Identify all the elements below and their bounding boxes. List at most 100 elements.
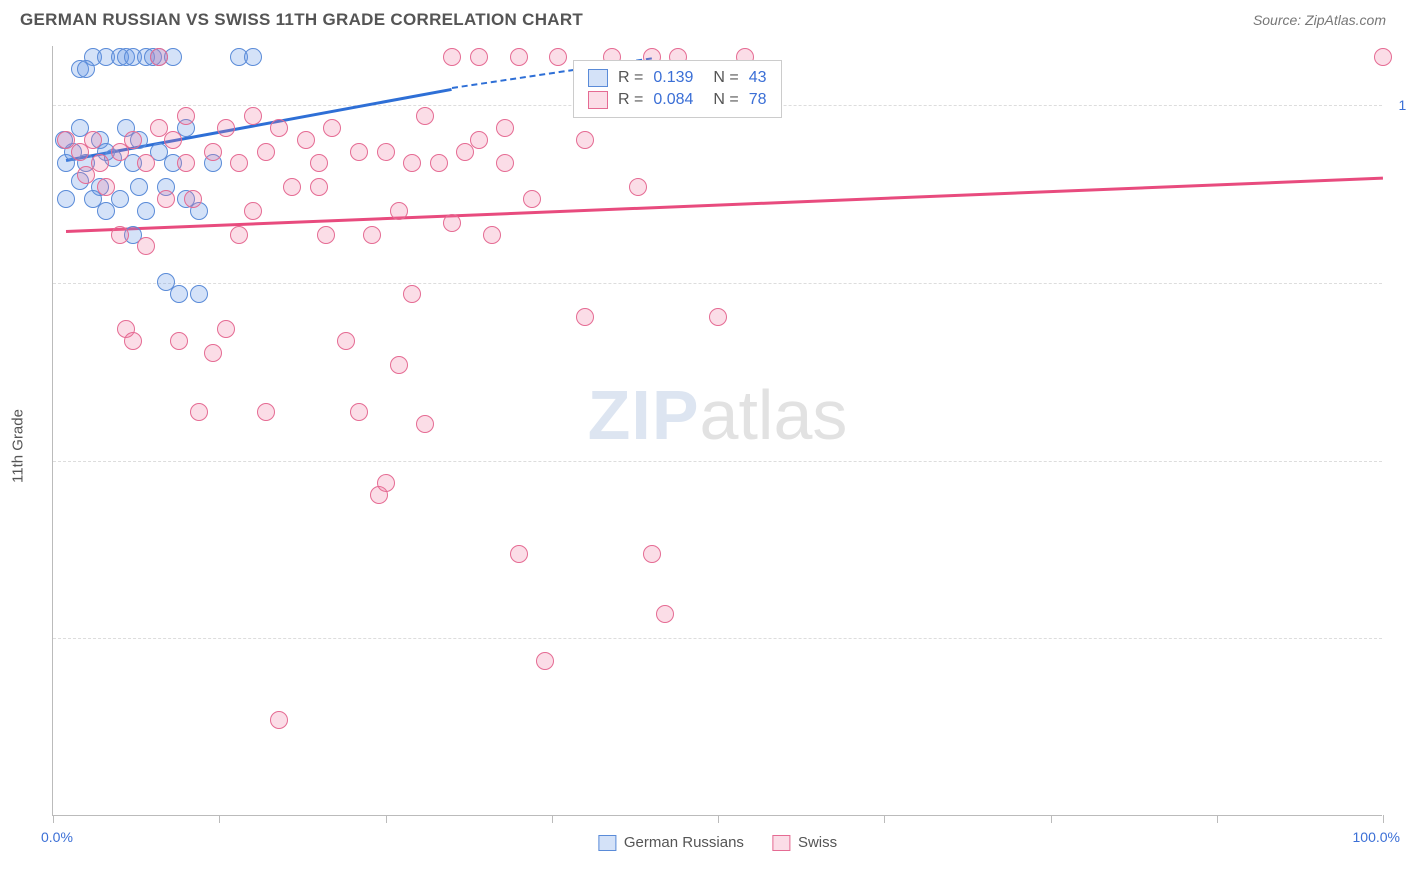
stats-r-label: R = bbox=[618, 69, 643, 87]
data-point bbox=[416, 107, 434, 125]
legend-label: German Russians bbox=[624, 834, 744, 851]
data-point bbox=[430, 154, 448, 172]
data-point bbox=[403, 154, 421, 172]
data-point bbox=[257, 403, 275, 421]
data-point bbox=[270, 119, 288, 137]
stats-r-label: R = bbox=[618, 91, 643, 109]
data-point bbox=[496, 154, 514, 172]
y-tick-label: 100.0% bbox=[1386, 97, 1406, 113]
data-point bbox=[403, 285, 421, 303]
data-point bbox=[656, 605, 674, 623]
data-point bbox=[57, 190, 75, 208]
data-point bbox=[317, 226, 335, 244]
legend: German RussiansSwiss bbox=[598, 834, 837, 851]
y-tick-label: 85.0% bbox=[1386, 275, 1406, 291]
data-point bbox=[470, 131, 488, 149]
x-tick bbox=[219, 815, 220, 823]
data-point bbox=[350, 403, 368, 421]
stats-row: R = 0.084 N = 78 bbox=[588, 89, 767, 111]
x-tick bbox=[718, 815, 719, 823]
data-point bbox=[230, 226, 248, 244]
data-point bbox=[184, 190, 202, 208]
data-point bbox=[470, 48, 488, 66]
data-point bbox=[390, 202, 408, 220]
gridline bbox=[53, 638, 1382, 639]
data-point bbox=[124, 131, 142, 149]
data-point bbox=[576, 131, 594, 149]
legend-item: German Russians bbox=[598, 834, 744, 851]
data-point bbox=[150, 48, 168, 66]
data-point bbox=[523, 190, 541, 208]
series-swatch bbox=[588, 91, 608, 109]
data-point bbox=[363, 226, 381, 244]
data-point bbox=[310, 154, 328, 172]
stats-r-value: 0.084 bbox=[653, 91, 693, 109]
data-point bbox=[377, 474, 395, 492]
data-point bbox=[536, 652, 554, 670]
data-point bbox=[496, 119, 514, 137]
stats-box: R =0.139N =43R =0.084N =78 bbox=[573, 60, 782, 118]
data-point bbox=[97, 202, 115, 220]
stats-n-label: N = bbox=[713, 91, 738, 109]
stats-row: R =0.139N =43 bbox=[588, 67, 767, 89]
data-point bbox=[244, 48, 262, 66]
data-point bbox=[643, 545, 661, 563]
watermark: ZIPatlas bbox=[588, 375, 848, 455]
data-point bbox=[111, 226, 129, 244]
data-point bbox=[130, 178, 148, 196]
stats-n-label: N = bbox=[713, 69, 738, 87]
y-tick-label: 70.0% bbox=[1386, 453, 1406, 469]
data-point bbox=[337, 332, 355, 350]
data-point bbox=[443, 48, 461, 66]
data-point bbox=[297, 131, 315, 149]
data-point bbox=[84, 131, 102, 149]
source-attribution: Source: ZipAtlas.com bbox=[1253, 12, 1386, 28]
x-tick bbox=[53, 815, 54, 823]
plot-area: ZIPatlas 55.0%70.0%85.0%100.0%0.0%100.0%… bbox=[52, 46, 1382, 816]
chart-container: 11th Grade ZIPatlas 55.0%70.0%85.0%100.0… bbox=[0, 36, 1406, 856]
data-point bbox=[390, 356, 408, 374]
data-point bbox=[310, 178, 328, 196]
data-point bbox=[377, 143, 395, 161]
data-point bbox=[576, 308, 594, 326]
data-point bbox=[483, 226, 501, 244]
x-tick bbox=[1051, 815, 1052, 823]
data-point bbox=[97, 178, 115, 196]
gridline bbox=[53, 283, 1382, 284]
data-point bbox=[350, 143, 368, 161]
data-point bbox=[177, 154, 195, 172]
data-point bbox=[217, 320, 235, 338]
data-point bbox=[244, 107, 262, 125]
x-tick bbox=[884, 815, 885, 823]
x-label-min: 0.0% bbox=[41, 829, 73, 845]
data-point bbox=[190, 285, 208, 303]
trend-line bbox=[66, 176, 1383, 232]
y-axis-title: 11th Grade bbox=[10, 409, 27, 483]
data-point bbox=[1374, 48, 1392, 66]
data-point bbox=[510, 48, 528, 66]
data-point bbox=[177, 107, 195, 125]
legend-swatch bbox=[772, 835, 790, 851]
y-tick-label: 55.0% bbox=[1386, 630, 1406, 646]
data-point bbox=[91, 154, 109, 172]
data-point bbox=[510, 545, 528, 563]
x-tick bbox=[386, 815, 387, 823]
data-point bbox=[629, 178, 647, 196]
data-point bbox=[217, 119, 235, 137]
x-label-max: 100.0% bbox=[1353, 829, 1400, 845]
series-swatch bbox=[588, 69, 608, 87]
stats-n-value: 78 bbox=[749, 91, 767, 109]
x-tick bbox=[1383, 815, 1384, 823]
data-point bbox=[257, 143, 275, 161]
data-point bbox=[137, 237, 155, 255]
data-point bbox=[77, 60, 95, 78]
data-point bbox=[137, 202, 155, 220]
data-point bbox=[170, 332, 188, 350]
data-point bbox=[204, 143, 222, 161]
data-point bbox=[416, 415, 434, 433]
data-point bbox=[443, 214, 461, 232]
data-point bbox=[549, 48, 567, 66]
gridline bbox=[53, 461, 1382, 462]
watermark-zip: ZIP bbox=[588, 376, 700, 454]
stats-n-value: 43 bbox=[749, 69, 767, 87]
